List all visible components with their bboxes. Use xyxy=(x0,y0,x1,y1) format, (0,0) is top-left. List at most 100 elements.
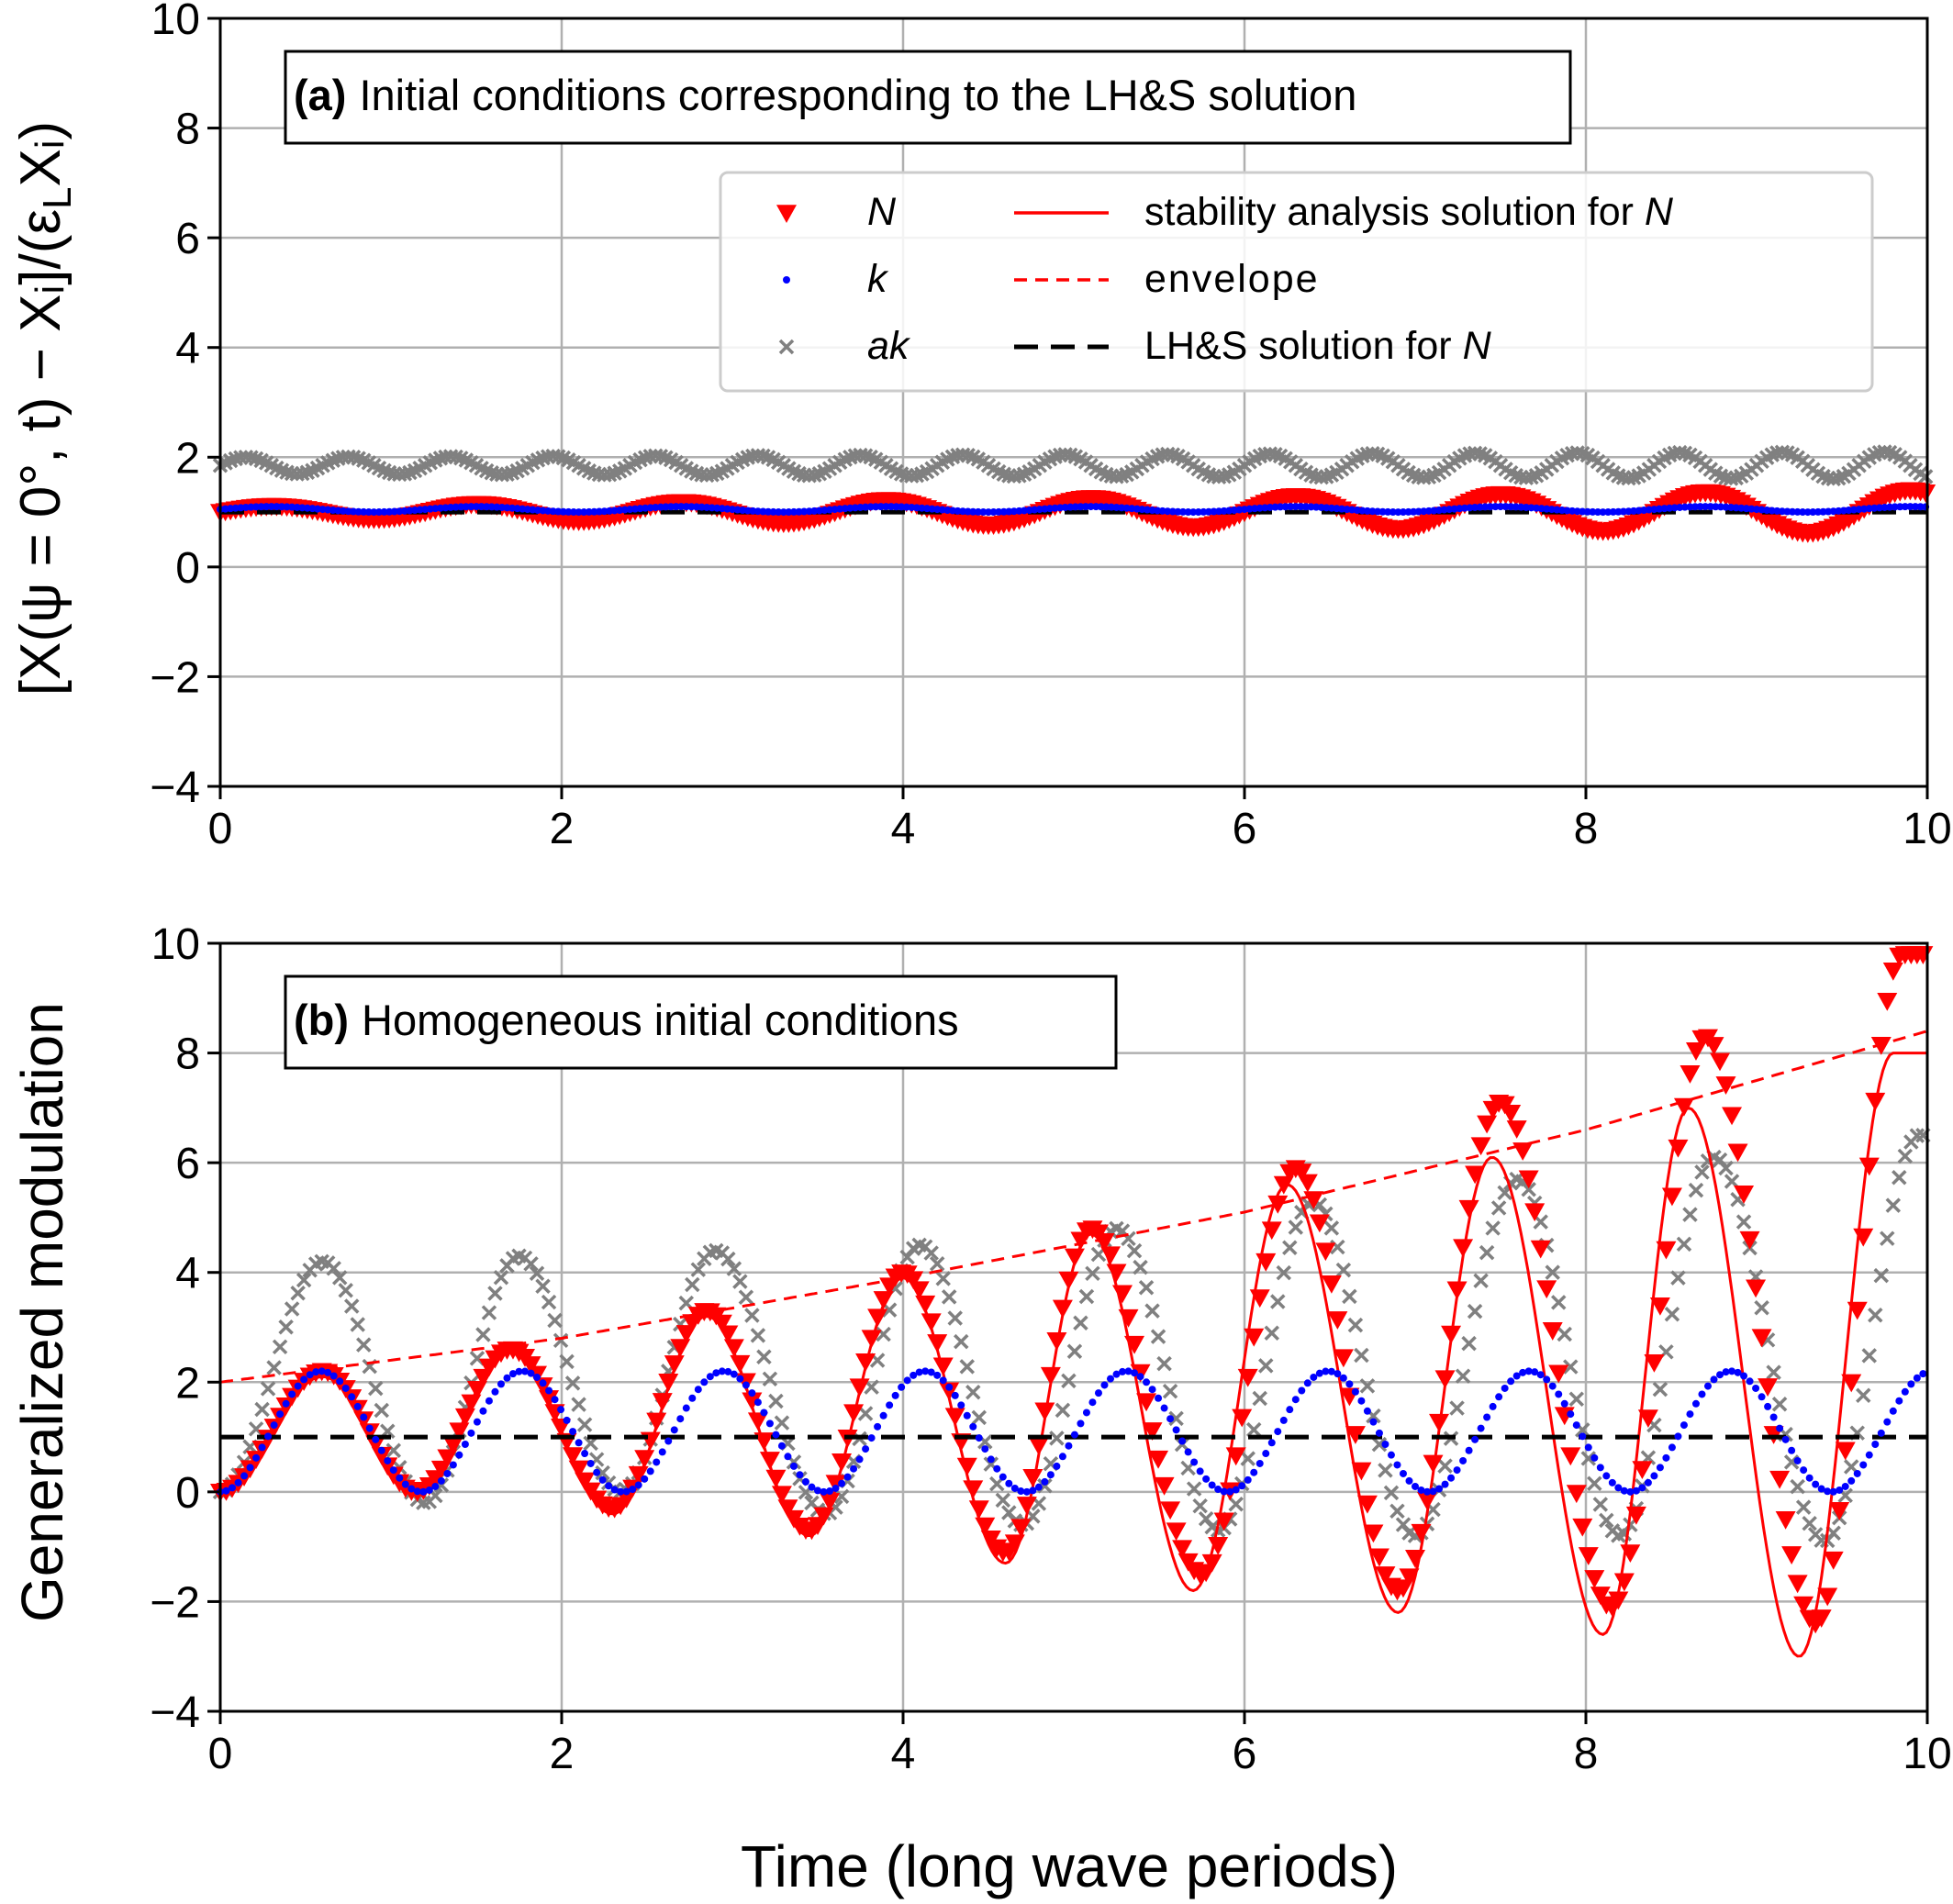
svg-text:LH&S solution for N: LH&S solution for N xyxy=(1144,324,1492,368)
k-marker xyxy=(1891,503,1899,511)
n-marker xyxy=(1458,1199,1479,1219)
n-marker xyxy=(1608,1591,1629,1610)
ak-marker xyxy=(1126,1242,1143,1259)
ak-marker xyxy=(1186,1481,1202,1497)
k-marker xyxy=(1604,508,1613,517)
ak-marker xyxy=(1917,469,1934,484)
k-marker xyxy=(370,508,378,517)
k-marker xyxy=(372,1435,380,1443)
ak-marker xyxy=(350,1317,365,1332)
ak-marker xyxy=(1688,1182,1704,1198)
ak-marker xyxy=(1323,1220,1340,1236)
ak-marker xyxy=(1897,1148,1914,1164)
n-marker xyxy=(628,1465,649,1485)
k-marker xyxy=(1303,1379,1311,1387)
k-marker xyxy=(1906,503,1914,511)
n-marker xyxy=(1578,1547,1599,1565)
k-marker xyxy=(1776,1424,1784,1432)
ak-marker xyxy=(529,1265,545,1281)
k-marker xyxy=(262,503,271,511)
k-marker xyxy=(1614,1484,1623,1492)
ak-marker xyxy=(965,1385,981,1400)
k-marker xyxy=(1507,503,1515,511)
k-marker xyxy=(1423,1487,1432,1496)
k-marker xyxy=(1599,508,1607,517)
k-marker xyxy=(1179,507,1188,516)
ak-marker xyxy=(1335,1262,1352,1278)
k-marker xyxy=(1082,503,1090,511)
legend-label-k: k xyxy=(867,257,889,301)
ak-marker xyxy=(1490,1200,1507,1216)
k-marker xyxy=(1178,1437,1187,1445)
n-marker xyxy=(1142,1422,1163,1441)
k-marker xyxy=(1435,1485,1444,1493)
k-marker xyxy=(1065,1442,1073,1450)
ak-marker xyxy=(1455,1368,1471,1384)
k-marker xyxy=(1274,1428,1282,1436)
k-marker xyxy=(1298,1386,1306,1395)
k-marker xyxy=(443,1469,452,1477)
k-marker xyxy=(1100,1381,1109,1389)
ak-marker xyxy=(774,1415,790,1431)
k-marker xyxy=(879,1411,887,1420)
k-marker xyxy=(682,503,690,511)
n-marker xyxy=(765,1469,787,1488)
ak-marker xyxy=(1592,1497,1609,1512)
k-marker xyxy=(551,1396,559,1404)
ak-marker xyxy=(576,1417,593,1432)
ak-marker xyxy=(338,1283,353,1298)
k-marker xyxy=(826,1487,834,1496)
y-axis-label-top: [X(ψ = 0°, t) − Xᵢ]/(εLXᵢ) xyxy=(9,121,80,696)
k-marker xyxy=(1136,1373,1144,1381)
k-marker xyxy=(1143,1378,1151,1386)
k-marker xyxy=(1160,1404,1168,1412)
ak-marker xyxy=(266,1360,282,1375)
ak-marker xyxy=(1521,1181,1536,1197)
k-marker xyxy=(473,503,480,511)
k-marker xyxy=(1189,508,1198,517)
ak-marker xyxy=(1258,1358,1274,1374)
x-tick-label: 0 xyxy=(208,1730,233,1778)
k-marker xyxy=(374,508,383,517)
k-marker xyxy=(1208,1481,1216,1489)
k-marker xyxy=(1907,1380,1915,1388)
ak-marker xyxy=(1437,1458,1453,1474)
k-marker xyxy=(963,1411,971,1420)
n-marker xyxy=(1064,1248,1085,1267)
k-marker xyxy=(981,1445,989,1453)
k-marker xyxy=(473,1418,481,1426)
k-marker xyxy=(1752,1384,1760,1392)
ticks-a: 0 2 4 6 8 10 −4 −2 0 2 4 6 8 10 xyxy=(150,0,1951,853)
k-marker xyxy=(1543,1375,1551,1384)
k-marker xyxy=(1453,1466,1461,1475)
ak-marker xyxy=(762,1371,778,1387)
k-marker xyxy=(1865,1451,1873,1459)
x-tick-label: 10 xyxy=(1903,1730,1951,1778)
ak-marker xyxy=(1138,1279,1155,1296)
legend-label-lhs-var: N xyxy=(1463,324,1492,368)
ak-marker xyxy=(1802,1515,1817,1531)
ak-marker xyxy=(947,1310,963,1326)
k-marker xyxy=(1740,1372,1748,1380)
ak-marker xyxy=(1264,1325,1279,1341)
ak-marker xyxy=(685,1276,700,1293)
k-marker xyxy=(1465,1446,1473,1454)
ak-marker xyxy=(547,1312,563,1329)
n-marker xyxy=(1882,963,1903,981)
k-marker xyxy=(1497,503,1504,511)
svg-text:(b)Homogeneous initial conditi: (b) Homogeneous initial conditions xyxy=(294,996,959,1044)
k-marker xyxy=(1644,1478,1652,1486)
n-marker xyxy=(1680,1065,1701,1084)
ak-marker xyxy=(1342,1288,1357,1305)
k-marker xyxy=(1384,507,1392,516)
k-marker xyxy=(999,1473,1007,1481)
n-marker xyxy=(1746,1279,1767,1298)
k-marker xyxy=(1339,1374,1347,1382)
x-tick-label: 4 xyxy=(891,1730,916,1778)
n-marker xyxy=(1710,1052,1731,1072)
k-marker xyxy=(1029,1486,1037,1495)
k-marker xyxy=(1883,1418,1892,1426)
y-tick-label: 8 xyxy=(175,106,200,154)
panel-b-tag: (b) xyxy=(294,996,349,1044)
k-marker xyxy=(1913,1374,1921,1382)
